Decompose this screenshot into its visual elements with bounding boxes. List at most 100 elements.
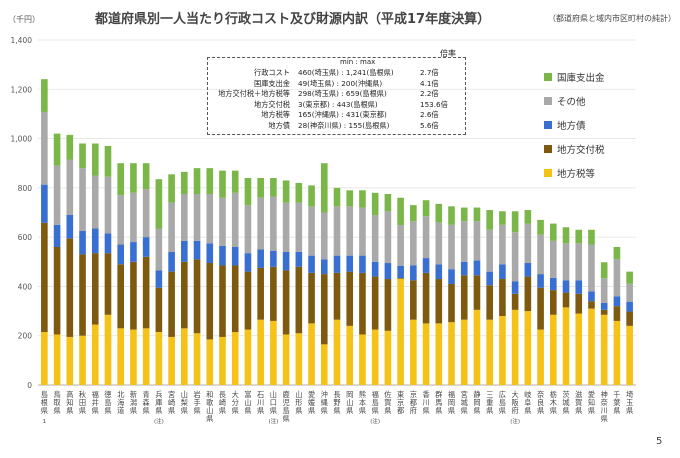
bar-segment bbox=[422, 258, 430, 273]
bar-segment bbox=[193, 259, 201, 334]
stats-box: min : max 倍率 行政コスト 460(埼玉県) : 1,241(島根県) 2… bbox=[207, 49, 466, 135]
bar-segment bbox=[79, 168, 86, 231]
x-tick-label: 石川県 bbox=[257, 390, 264, 415]
bar-segment bbox=[575, 313, 583, 385]
x-tick-label: 福島県 bbox=[372, 390, 379, 415]
x-tick-label: 佐賀県 bbox=[384, 390, 391, 415]
bar-segment bbox=[562, 243, 570, 281]
bar-segment bbox=[219, 170, 226, 198]
x-tick-label: 山梨県 bbox=[181, 390, 188, 415]
bar-segment bbox=[384, 263, 392, 280]
stats-row-range: 3(東京都) : 443(島根県) bbox=[298, 99, 378, 109]
bar-segment bbox=[511, 293, 519, 310]
bar-segment bbox=[41, 184, 48, 223]
bar-segment bbox=[231, 247, 239, 266]
x-tick-label: 北海道 bbox=[117, 390, 124, 415]
bar-segment bbox=[130, 261, 137, 330]
bar-segment bbox=[104, 314, 112, 385]
bar-segment bbox=[53, 224, 61, 247]
bar-segment bbox=[549, 290, 557, 315]
bar-segment bbox=[206, 263, 214, 340]
bar-segment bbox=[524, 276, 532, 312]
stats-row: 行政コスト 460(埼玉県) : 1,241(島根県) 2.7倍 bbox=[208, 68, 465, 78]
bar-segment bbox=[41, 332, 48, 385]
bar-segment bbox=[549, 314, 557, 385]
y-axis-label: （千円） bbox=[8, 14, 40, 24]
x-tick-label: 兵庫県 bbox=[155, 390, 162, 415]
bar-segment bbox=[41, 79, 48, 112]
bar-segment bbox=[295, 266, 303, 334]
bar-segment bbox=[575, 293, 583, 314]
bar-segment bbox=[282, 270, 290, 335]
legend-label: 国庫支出金 bbox=[557, 73, 605, 84]
x-tick-label: 宮城県 bbox=[461, 390, 468, 415]
bar-segment bbox=[588, 244, 595, 292]
x-tick-label: 京都府 bbox=[410, 390, 417, 415]
page-number: 5 bbox=[656, 436, 663, 447]
bar-segment bbox=[244, 253, 252, 272]
bar-segment bbox=[575, 229, 583, 244]
bar-segment bbox=[422, 323, 430, 385]
bar-segment bbox=[206, 194, 214, 244]
bar-segment bbox=[155, 287, 163, 333]
bar-segment bbox=[384, 279, 392, 331]
bar-segment bbox=[66, 159, 74, 215]
bar-segment bbox=[320, 163, 328, 213]
bar-segment bbox=[499, 211, 506, 225]
bar-segment bbox=[193, 194, 201, 241]
bar-segment bbox=[511, 309, 519, 385]
bar-segment bbox=[511, 232, 519, 282]
bar-segment bbox=[562, 280, 570, 293]
bar-segment bbox=[473, 260, 481, 276]
bar-segment bbox=[613, 247, 621, 260]
bar-segment bbox=[333, 319, 341, 385]
bar-segment bbox=[193, 240, 201, 260]
bar-segment bbox=[486, 285, 493, 320]
stats-row: 国庫支出金 49(埼玉県) : 200(沖縄県) 4.1倍 bbox=[208, 79, 465, 89]
stats-header-ratio: 倍率 bbox=[440, 49, 456, 58]
x-tick-label: 富山県 bbox=[244, 390, 251, 415]
bar-segment bbox=[499, 279, 506, 316]
y-tick-label: 1,200 bbox=[11, 85, 33, 94]
bar-segment bbox=[626, 271, 633, 284]
x-tick-label: 広島県 bbox=[499, 390, 506, 415]
bar-segment bbox=[511, 211, 519, 233]
bar-segment bbox=[537, 329, 544, 385]
x-tick-label: 沖縄県 bbox=[321, 390, 328, 415]
bar-segment bbox=[295, 333, 303, 385]
bar-segment bbox=[231, 265, 239, 333]
x-tick-label: 三重県 bbox=[486, 390, 493, 415]
bar-segment bbox=[244, 205, 252, 254]
bar-segment bbox=[66, 336, 74, 385]
x-tick-label: 宮崎県 bbox=[168, 390, 175, 415]
x-tick-note: (注) bbox=[370, 417, 380, 425]
x-tick-label: 愛知県 bbox=[588, 390, 595, 415]
bar-segment bbox=[371, 192, 379, 215]
x-tick-label: 東京都 bbox=[397, 390, 404, 415]
bar-segment bbox=[244, 329, 252, 385]
bar-segment bbox=[142, 189, 150, 238]
bar-segment bbox=[117, 328, 125, 385]
x-tick-label: 茨城県 bbox=[562, 390, 569, 415]
bar-segment bbox=[181, 261, 188, 329]
stats-row-range: 298(埼玉県) : 659(島根県) bbox=[298, 89, 387, 99]
legend-swatch bbox=[544, 169, 552, 177]
bar-segment bbox=[270, 178, 277, 197]
bar-segment bbox=[206, 243, 214, 264]
bar-segment bbox=[270, 196, 277, 251]
bar-segment bbox=[333, 255, 341, 273]
bar-segment bbox=[448, 283, 455, 323]
bar-segment bbox=[575, 280, 583, 294]
bar-segment bbox=[499, 224, 506, 265]
x-tick-label: 奈良県 bbox=[537, 390, 544, 415]
bar-segment bbox=[308, 272, 315, 324]
bar-segment bbox=[473, 221, 481, 261]
stats-row: 地方債 28(神奈川県) : 155(島根県) 5.6倍 bbox=[208, 121, 465, 131]
bar-segment bbox=[155, 332, 163, 385]
x-tick-label: 鹿児島県 bbox=[283, 390, 290, 423]
y-tick-label: 200 bbox=[18, 332, 33, 341]
bar-segment bbox=[588, 291, 595, 302]
bar-segment bbox=[486, 210, 493, 230]
bar-segment bbox=[91, 143, 99, 176]
bar-segment bbox=[181, 194, 188, 241]
